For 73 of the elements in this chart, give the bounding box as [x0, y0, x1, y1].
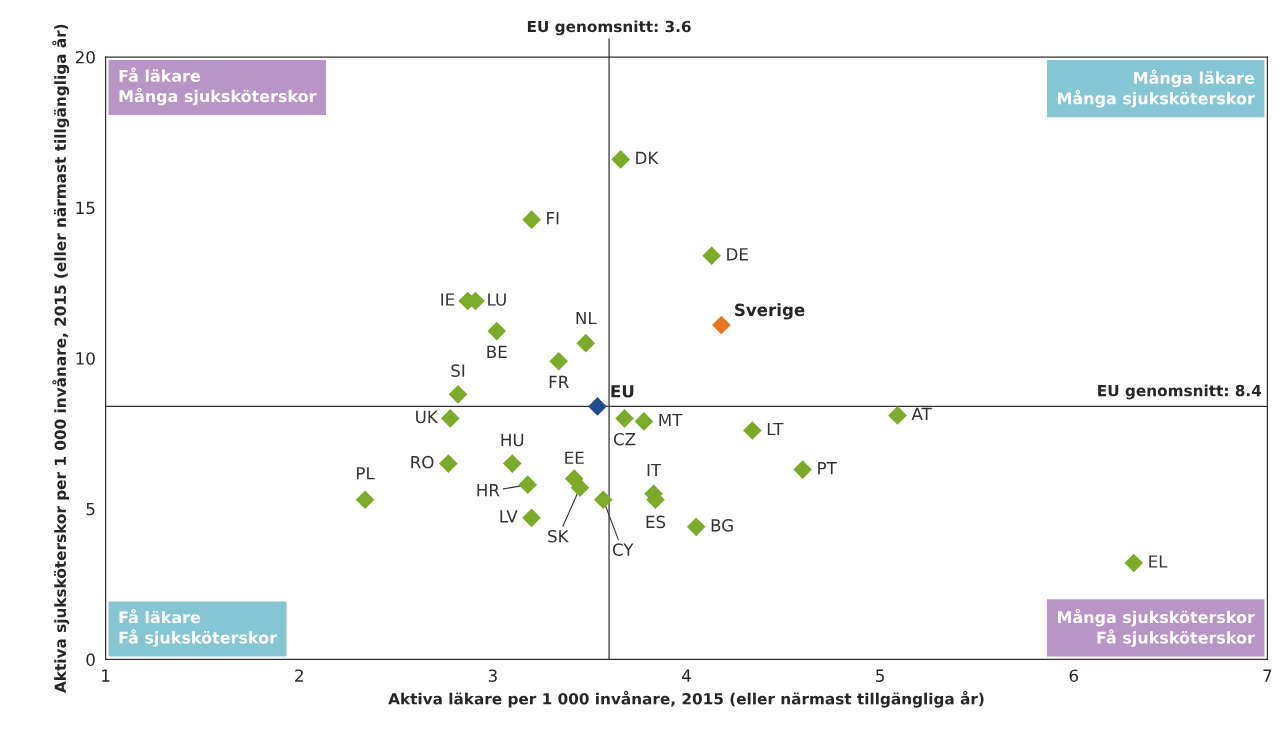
annotation: DK: [636, 151, 659, 165]
point: [1124, 553, 1144, 573]
x-tick-label: 7: [1263, 669, 1272, 682]
annotation: IT: [647, 463, 662, 477]
annotation: BG: [711, 519, 733, 532]
annotation: FI: [547, 212, 559, 225]
annotation: ES: [646, 515, 666, 529]
annotation: PT: [818, 462, 837, 475]
annotation: RO: [411, 455, 434, 469]
y-tick-label: 15: [76, 201, 95, 215]
y-tick-label: 10: [76, 352, 95, 365]
series-label: EU: [611, 385, 634, 398]
point: [634, 412, 654, 431]
annotation: FR: [549, 375, 569, 389]
annotation: UK: [416, 410, 439, 424]
point: [518, 475, 538, 494]
annotation: SK: [548, 529, 569, 543]
annotation: Många läkare Många sjuksköterskor: [1057, 69, 1255, 108]
point: [888, 406, 907, 425]
annotation: SI: [451, 364, 465, 377]
annotation: DE: [727, 248, 748, 261]
point: [793, 460, 812, 479]
annotation: NL: [576, 311, 597, 325]
x-tick-label: 3: [488, 669, 497, 682]
annotation: PL: [357, 467, 375, 480]
point: [502, 454, 522, 473]
point: [743, 421, 762, 440]
annotation: CZ: [613, 432, 636, 446]
y-tick-label: 20: [75, 50, 95, 64]
annotation: Få läkare Många sjuksköterskor: [119, 67, 317, 106]
annotation: BE: [487, 345, 507, 358]
x-tick-label: 6: [1069, 669, 1079, 682]
annotation: CY: [612, 543, 634, 556]
annotation: EL: [1149, 555, 1168, 568]
point: [702, 246, 721, 266]
annotation: Få läkare Få sjuksköterskor: [119, 608, 277, 647]
point: [576, 333, 596, 353]
point: [440, 409, 460, 428]
ref-line-label: EU genomsnitt: 8.4: [1098, 384, 1262, 400]
point: [439, 454, 458, 473]
point: [448, 385, 468, 404]
annotation: AT: [911, 407, 932, 421]
point: [549, 351, 569, 371]
x-tick-label: 5: [876, 669, 884, 682]
annotation: LU: [488, 293, 506, 306]
annotation: MT: [659, 413, 683, 427]
annotation: HU: [501, 433, 524, 447]
x-tick-label: 1: [102, 669, 110, 682]
annotation: IE: [441, 293, 455, 306]
x-tick-label: 2: [295, 669, 303, 682]
annotation: Många sjuksköterskor Få sjuksköterskor: [1057, 608, 1255, 647]
ref-line-label: EU genomsnitt: 3.6: [527, 20, 691, 36]
point: [686, 517, 706, 537]
point: [570, 478, 590, 498]
point: [593, 490, 613, 510]
x-axis-title: Aktiva läkare per 1 000 invånare, 2015 (eller närmast tillgängliga år): [388, 690, 984, 708]
point: [522, 508, 541, 528]
annotation: EE: [565, 451, 584, 464]
x-tick-label: 4: [682, 669, 691, 682]
annotation: LT: [767, 422, 784, 436]
point: [355, 490, 375, 510]
point: [712, 315, 731, 335]
point: [611, 150, 630, 169]
y-tick-label: 5: [86, 502, 95, 516]
series-label: Sverige: [735, 303, 805, 320]
annotation: HR: [477, 484, 500, 497]
point: [487, 321, 507, 341]
y-tick-label: 0: [86, 653, 95, 666]
y-axis-title: Aktiva sjuksköterskor per 1 000 invånare, 2015 (eller närmast tillgängliga år): [52, 24, 70, 693]
point: [522, 210, 541, 229]
annotation: LV: [500, 510, 518, 523]
point: [588, 397, 607, 416]
point: [615, 409, 634, 428]
